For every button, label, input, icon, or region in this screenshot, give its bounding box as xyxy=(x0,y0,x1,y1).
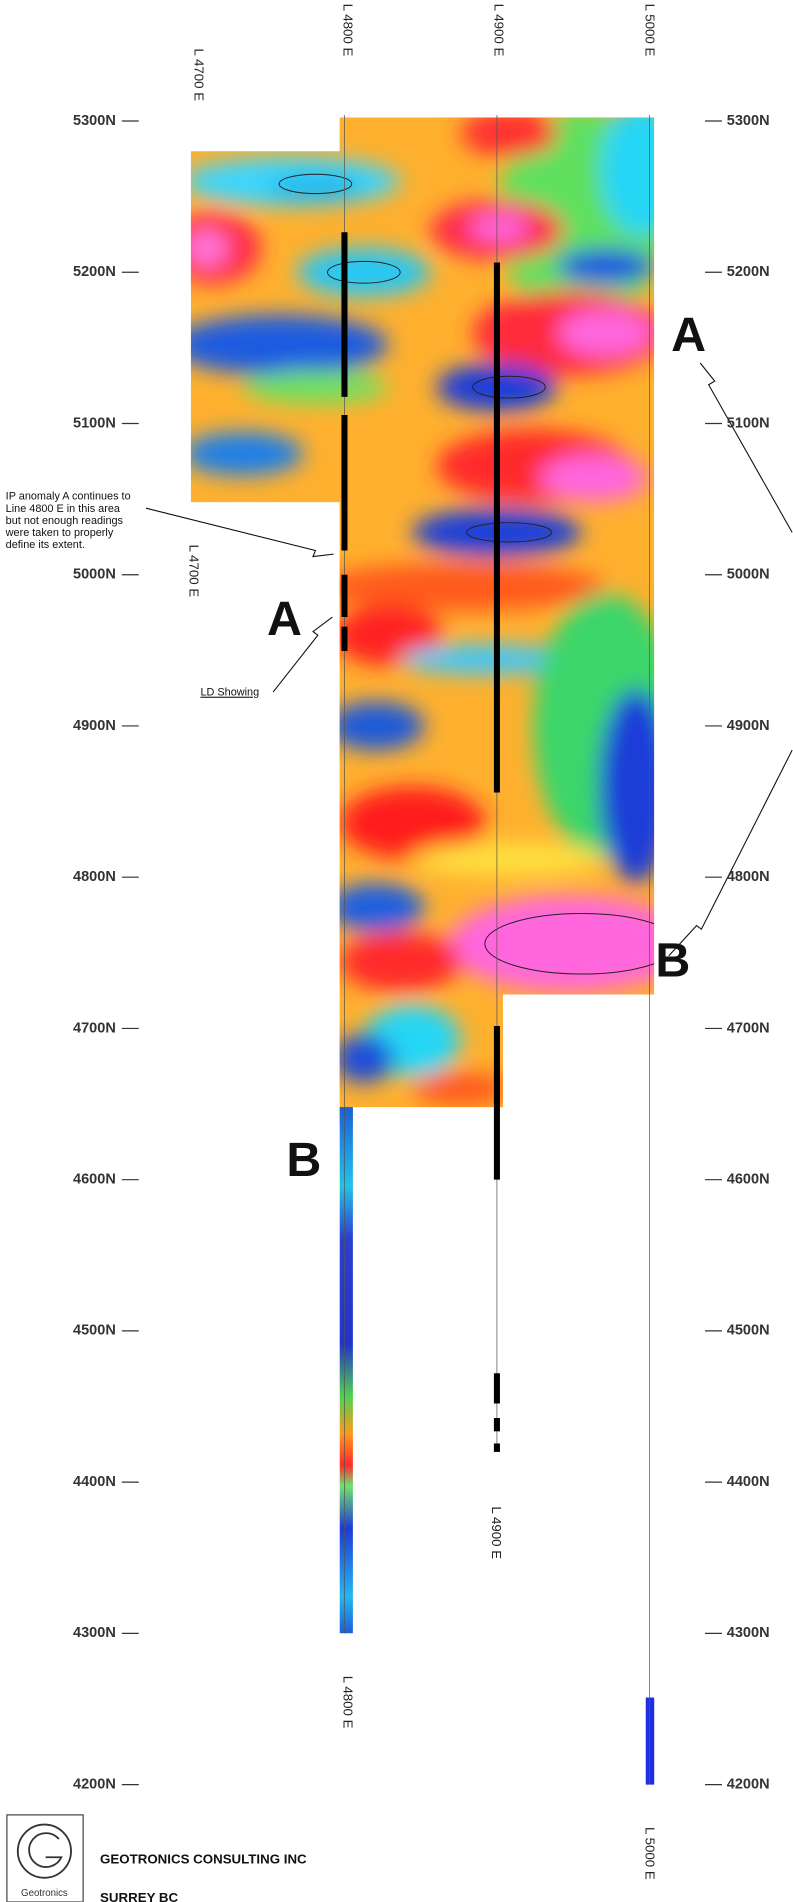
note-line: define its extent. xyxy=(6,539,85,551)
anomaly-label: B xyxy=(286,1133,321,1187)
line-label: L 5000 E xyxy=(643,4,658,57)
logo: Geotronics xyxy=(7,1815,83,1902)
line-label: L 4700 E xyxy=(191,48,206,101)
company-city: SURREY BC xyxy=(100,1890,178,1902)
note-line: but not enough readings xyxy=(6,515,124,527)
northing-label: 4900N xyxy=(73,718,116,734)
northing-label: 4800N xyxy=(727,869,770,885)
line-label: L 4800 E xyxy=(340,4,355,57)
northing-label: 4900N xyxy=(727,718,770,734)
northing-label: 4700N xyxy=(73,1020,116,1036)
northing-label: 5200N xyxy=(73,264,116,280)
northing-label: 4700N xyxy=(727,1020,770,1036)
anomaly-label: A xyxy=(671,308,706,362)
line-label: L 4900 E xyxy=(492,4,507,57)
anomaly-label: B xyxy=(655,933,690,987)
northing-label: 5000N xyxy=(727,567,770,583)
northing-label: 4300N xyxy=(727,1625,770,1641)
northing-label: 4600N xyxy=(727,1172,770,1188)
line-label: L 4900 E xyxy=(489,1506,504,1559)
data-strip xyxy=(646,1698,654,1785)
northing-label: 5000N xyxy=(73,567,116,583)
note-line: Line 4800 E in this area xyxy=(6,503,121,515)
showing-label: LD Showing xyxy=(200,687,259,699)
northing-label: 4200N xyxy=(73,1776,116,1792)
anomaly-label: A xyxy=(267,592,302,646)
northing-label: 4300N xyxy=(73,1625,116,1641)
map: 5300N 5200N 5100N 5000N 4900N 4800N 4700N 4600N… xyxy=(0,0,793,1902)
note-line: were taken to properly xyxy=(5,527,114,539)
line-label: L 4800 E xyxy=(340,1676,355,1729)
note: IP anomaly A continues to Line 4800 E in… xyxy=(5,491,131,551)
line-label: L 4700 E xyxy=(187,544,202,597)
northing-label: 4500N xyxy=(73,1323,116,1339)
northing-label: 5100N xyxy=(727,415,770,431)
northing-label: 4500N xyxy=(727,1323,770,1339)
northing-label: 5300N xyxy=(73,113,116,129)
northing-label: 4400N xyxy=(73,1474,116,1490)
ip-contour-map xyxy=(164,103,690,1634)
note-line: IP anomaly A continues to xyxy=(6,491,131,503)
northing-label: 5200N xyxy=(727,264,770,280)
northing-label: 4800N xyxy=(73,869,116,885)
northing-label: 4200N xyxy=(727,1776,770,1792)
company-name: GEOTRONICS CONSULTING INC xyxy=(100,1851,307,1866)
logo-text: Geotronics xyxy=(21,1888,68,1899)
northing-label: 5100N xyxy=(73,415,116,431)
northing-label: 4400N xyxy=(727,1474,770,1490)
line-label: L 5000 E xyxy=(643,1827,658,1880)
northing-label: 4600N xyxy=(73,1172,116,1188)
northing-label: 5300N xyxy=(727,113,770,129)
